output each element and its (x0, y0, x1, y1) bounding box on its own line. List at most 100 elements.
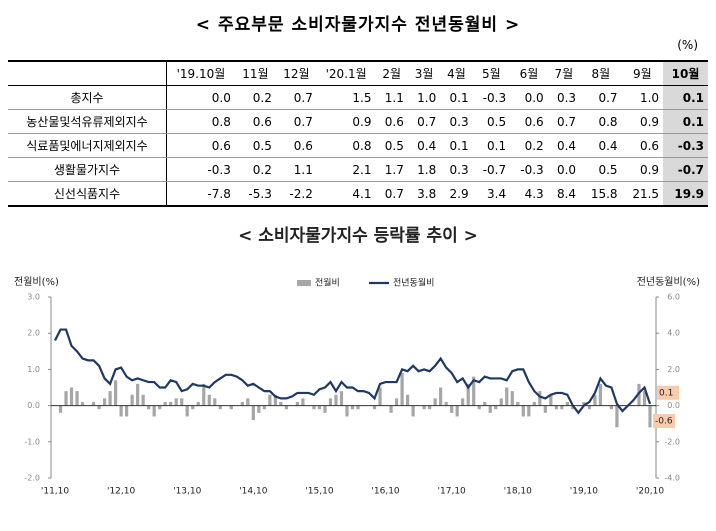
legend-swatch (297, 280, 311, 286)
bar (130, 394, 134, 406)
bar (334, 394, 338, 406)
bar (158, 405, 162, 410)
bar (273, 394, 277, 406)
legend-label: 전년동월비 (393, 277, 434, 289)
y2-tick-label: 2.0 (667, 365, 680, 374)
bar (191, 405, 195, 410)
cell: -2.2 (275, 181, 317, 207)
bar (532, 401, 536, 406)
bar (521, 405, 525, 417)
cell: -0.3 (166, 157, 235, 182)
y-tick-label: 0.0 (27, 401, 40, 410)
bar (339, 391, 344, 406)
value-label-box (653, 414, 675, 428)
row-label: 총지수 (8, 85, 167, 110)
legend-label: 전월비 (315, 277, 340, 289)
bar (615, 405, 619, 428)
bar (472, 376, 476, 406)
row-label: 신선식품지수 (8, 181, 167, 207)
table-row: 생활물가지수 -0.3 0.2 1.1 2.1 1.7 1.8 0.3 -0.7 -0.3 0.0 0… (8, 157, 708, 182)
bar (75, 391, 79, 406)
bar (196, 401, 200, 406)
y-tick-label: 3.0 (27, 293, 40, 302)
bar (488, 405, 492, 413)
line (54, 328, 652, 415)
cell: 21.5 (621, 181, 664, 207)
cell: 0.6 (275, 133, 317, 158)
cell: 0.4 (580, 133, 622, 158)
x-tick-label: '11,10 (41, 487, 70, 497)
y-tick-label: -2.0 (24, 474, 40, 483)
header-cell: 3월 (407, 60, 441, 86)
bar (257, 405, 261, 413)
cell: 1.0 (407, 85, 441, 110)
bar (180, 398, 184, 406)
header-cell: 10월 (663, 60, 708, 86)
bar (64, 391, 68, 406)
x-tick-label: '20,10 (636, 487, 665, 497)
cell: 0.5 (472, 109, 511, 134)
y-tick-label: -1.0 (24, 437, 40, 446)
bar (466, 383, 470, 406)
cell: 0.1 (472, 133, 511, 158)
bar (560, 405, 564, 410)
cell: 0.7 (407, 109, 441, 134)
y2-tick-label: 0.0 (667, 401, 680, 410)
bar (147, 405, 151, 410)
cell: -0.7 (663, 157, 708, 182)
bar (505, 387, 509, 406)
x-tick-label: '14,10 (239, 487, 268, 497)
bar (202, 383, 206, 406)
bar (494, 405, 498, 410)
y2-tick-label: 4.0 (667, 329, 680, 338)
bar (240, 401, 244, 406)
bar (152, 405, 156, 417)
x-tick-label: '12,10 (107, 487, 136, 497)
bar (163, 401, 167, 406)
cell: 0.1 (440, 133, 473, 158)
cell: 0.3 (440, 109, 473, 134)
bar (433, 398, 437, 406)
bar (499, 398, 503, 406)
bar (439, 387, 443, 406)
cell: 0.1 (440, 85, 473, 110)
bar (483, 401, 487, 406)
cell: 0.8 (166, 109, 235, 134)
y-tick-label: 2.0 (27, 329, 40, 338)
bar (58, 405, 63, 413)
bar (598, 383, 603, 406)
cell: 0.7 (580, 85, 622, 110)
cell: 0.7 (275, 85, 317, 110)
bar (284, 405, 288, 410)
cell: 2.9 (440, 181, 473, 207)
bar (317, 405, 322, 410)
cell: 0.0 (166, 85, 235, 110)
bar (405, 394, 410, 406)
table-unit: (%) (677, 38, 698, 52)
bar (97, 405, 101, 410)
header-cell: 7월 (547, 60, 581, 86)
header-cell (8, 60, 167, 86)
header-cell: 8월 (580, 60, 622, 86)
bar (218, 405, 222, 410)
bar (543, 405, 547, 413)
cell: 0.9 (621, 157, 664, 182)
table-row: '19.10월 11월 12월 '20.1월 2월 3월 4월 5월 6월 7월 8월 9월 10월 (8, 60, 708, 86)
cell: 4.3 (510, 181, 548, 207)
bar (593, 394, 597, 406)
bar (141, 394, 145, 406)
cell: 0.6 (234, 109, 276, 134)
y2-tick-label: -2.0 (664, 437, 680, 446)
table-row: 농산물및석유류제외지수 0.8 0.6 0.7 0.9 0.6 0.7 0.3 0.5 0.6 0.… (8, 109, 708, 134)
row-label: 생활물가지수 (8, 157, 167, 182)
cell: 1.5 (316, 85, 376, 110)
cell: 0.0 (510, 85, 548, 110)
bar (108, 391, 112, 406)
y2-axis-title: 전년동월비(%) (637, 276, 700, 288)
bar (444, 401, 448, 406)
cell: 0.6 (621, 133, 664, 158)
cell: 0.4 (547, 133, 581, 158)
y-tick-label: 1.0 (27, 365, 40, 374)
bar (185, 405, 189, 417)
bar (345, 405, 349, 417)
